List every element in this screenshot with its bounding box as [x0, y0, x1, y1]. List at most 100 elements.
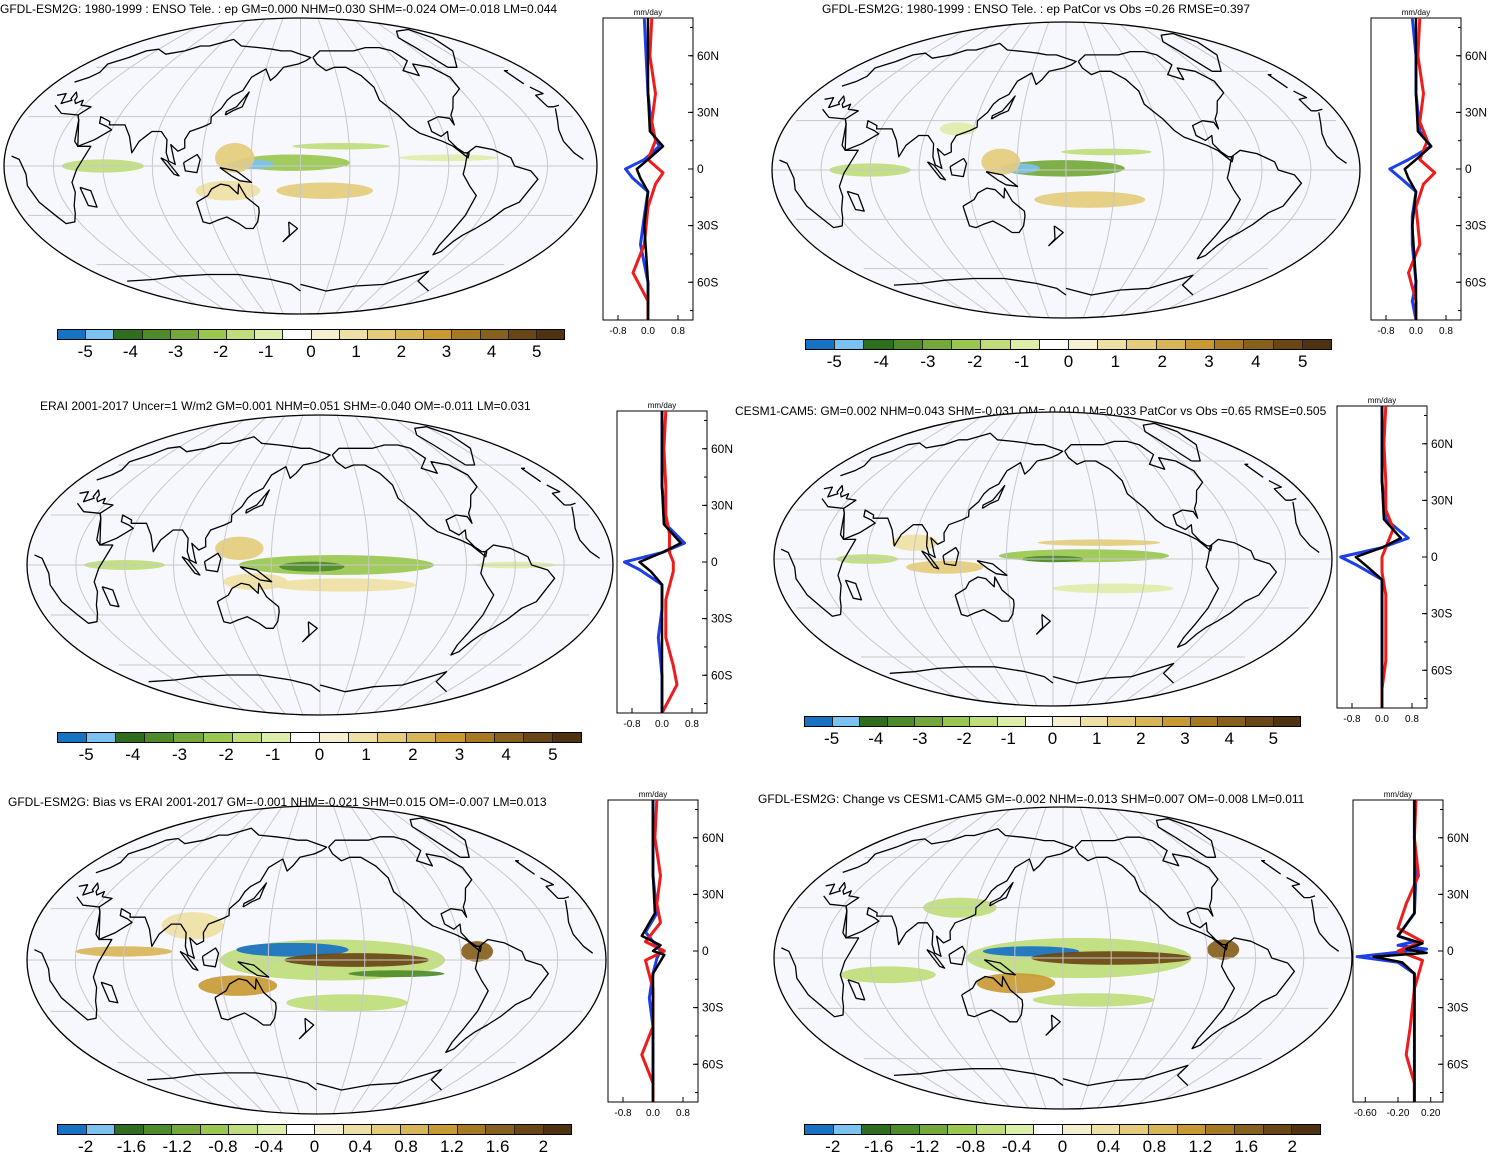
colorbar-swatch	[919, 1125, 949, 1134]
coastline-borneo	[182, 153, 201, 174]
colorbar-swatch	[58, 330, 87, 339]
coastline-sumatra	[921, 550, 940, 570]
lat-tick-label: 0	[702, 944, 709, 958]
colorbar-label: 3	[1204, 352, 1214, 371]
colorbar-label: 2	[1287, 1137, 1297, 1156]
coastline-madagascar	[847, 979, 866, 1001]
colorbar-swatch	[290, 733, 320, 742]
anomaly-region	[981, 148, 1021, 175]
profile-line-black	[635, 18, 665, 320]
colorbar-label: -0.4	[254, 1137, 284, 1156]
colorbar-label: -2	[967, 352, 983, 371]
colorbar-swatches	[57, 1124, 572, 1135]
profile-line-red	[631, 17, 665, 320]
colorbar-swatch	[1246, 717, 1274, 726]
anomaly-region	[292, 142, 390, 150]
coastline-borneo	[942, 546, 960, 567]
coastline-madagascar	[79, 186, 98, 208]
lat-tick-label: 60S	[1447, 1057, 1468, 1071]
colorbar-swatch	[319, 733, 350, 742]
colorbar-label: -1	[258, 342, 274, 361]
colorbar-label: -4	[868, 729, 884, 748]
colorbar-swatch	[86, 1125, 116, 1134]
coastline-newguinea	[985, 170, 1019, 188]
lat-tick-label: 30N	[1447, 887, 1469, 901]
colorbar-label: -2	[825, 1137, 841, 1156]
map-border	[26, 805, 607, 1115]
value-tick-label: 0.0	[641, 326, 655, 337]
colorbar-swatch	[116, 733, 146, 742]
lat-tick-label: 60N	[1431, 437, 1453, 451]
colorbar-label: 5	[532, 342, 542, 361]
value-tick-label: 0.8	[671, 326, 685, 337]
coastline-eurasia	[56, 38, 560, 166]
colorbar-swatch	[1068, 340, 1099, 349]
colorbar-label: -0.8	[955, 1137, 986, 1156]
panel-title-0: GFDL-ESM2G: 1980-1999 : ENSO Tele. : ep …	[0, 2, 558, 16]
colorbar-label: -1	[1014, 352, 1030, 371]
colorbar-label: 5	[548, 745, 558, 764]
colorbar-label: -1	[1000, 729, 1016, 748]
coastline-borneo	[201, 947, 220, 968]
lat-tick-label: 30N	[697, 105, 719, 119]
colorbar-label: 3	[1180, 729, 1190, 748]
coastline-uk	[1244, 463, 1264, 478]
colorbar-swatch	[378, 733, 408, 742]
colorbar-swatch	[1010, 340, 1040, 349]
coastline-australia	[962, 187, 1026, 234]
value-tick-label: -0.8	[1377, 326, 1395, 337]
coastline-americas_n	[331, 444, 488, 558]
colorbar-label: -0.4	[1001, 1137, 1032, 1156]
coastline-uk	[514, 860, 535, 875]
anomaly-region	[1207, 939, 1240, 960]
colorbar-swatch	[970, 717, 998, 726]
colorbar-swatch	[174, 733, 204, 742]
anomaly-region	[1034, 191, 1146, 208]
coastline-borneo	[948, 945, 966, 966]
colorbar-label: 2	[1157, 352, 1167, 371]
profile-unit: mm/day	[648, 401, 676, 410]
colorbar-swatch	[87, 733, 117, 742]
colorbar-swatch	[915, 717, 943, 726]
coastline-uk	[503, 69, 525, 85]
coastline-antarctica	[889, 662, 1175, 684]
lat-tick-label: 60N	[697, 49, 719, 63]
lat-tick-label: 60N	[702, 831, 724, 845]
colorbar-swatch	[436, 733, 466, 742]
colorbar-swatch	[948, 1125, 978, 1134]
colorbar-label: -5	[824, 729, 840, 748]
colorbar-swatch	[58, 1125, 87, 1134]
colorbar-swatch	[1244, 340, 1274, 349]
lat-tick-label: 60N	[1447, 831, 1469, 845]
colorbar-swatch	[1135, 717, 1164, 726]
colorbar-swatch	[997, 717, 1026, 726]
colorbar-swatch	[229, 1125, 258, 1134]
coastline-newzealand	[1045, 1014, 1061, 1036]
coastline-japan	[245, 489, 270, 514]
coastline-antarctica	[127, 270, 430, 292]
colorbar-swatch	[1218, 717, 1246, 726]
map-4	[26, 805, 607, 1115]
colorbar-swatch	[1190, 717, 1219, 726]
coastline-americas_s	[450, 544, 556, 656]
coastline-americas_s	[445, 938, 549, 1054]
colorbar-swatch	[367, 330, 397, 339]
colorbar-swatch	[835, 340, 865, 349]
colorbar-label: -1.2	[162, 1137, 192, 1156]
colorbar-label: -0.8	[208, 1137, 238, 1156]
colorbar-swatch	[227, 330, 256, 339]
coastline-americas_n	[1064, 440, 1213, 552]
profile-unit: mm/day	[1402, 8, 1430, 17]
zonal-profile-5: mm/day 60N 30N 0 30S 60S -0.60 -0.20 0.20	[1352, 790, 1469, 1119]
colorbar-0: -5 -4 -3 -2 -1 0 1 2 3 4 5	[57, 329, 565, 361]
profile-line-red	[1380, 405, 1395, 708]
map-5	[773, 806, 1353, 1110]
profile-unit: mm/day	[1368, 396, 1396, 405]
colorbar-swatch	[508, 330, 537, 339]
colorbar-swatch	[480, 330, 509, 339]
colorbar-label: 5	[1268, 729, 1279, 748]
colorbar-4: -2 -1.6 -1.2 -0.8 -0.4 0 0.4 0.8 1.2 1.6 2	[57, 1124, 572, 1156]
coastline-newzealand	[298, 1017, 315, 1040]
zonal-profile-4: mm/day 60N 30N 0 30S 60S -0.8 0.0 0.8	[607, 790, 724, 1119]
